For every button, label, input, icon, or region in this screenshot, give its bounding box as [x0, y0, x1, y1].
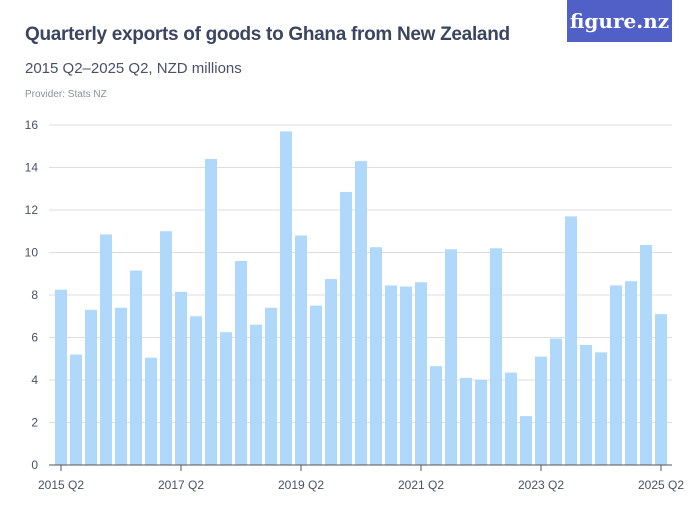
- bar-2017-Q1: [160, 231, 172, 465]
- bar-2023-Q3: [550, 338, 562, 465]
- bar-2022-Q3: [490, 248, 502, 465]
- bar-2021-Q4: [445, 249, 457, 465]
- bar-2020-Q1: [340, 191, 352, 465]
- y-tick-label: 14: [25, 161, 39, 175]
- y-tick-label: 6: [31, 331, 38, 345]
- bar-2021-Q2: [415, 282, 427, 465]
- bar-2018-Q2: [235, 261, 247, 465]
- bar-2023-Q2: [535, 356, 547, 465]
- bar-2020-Q4: [385, 285, 397, 465]
- figure-nz-logo[interactable]: figure.nz: [567, 0, 672, 42]
- bar-2024-Q3: [610, 285, 622, 465]
- bar-2019-Q3: [310, 305, 322, 465]
- bar-2019-Q2: [295, 235, 307, 465]
- bar-2025-Q1: [640, 245, 652, 465]
- chart-subtitle: 2015 Q2–2025 Q2, NZD millions: [25, 60, 242, 77]
- bar-2019-Q1: [280, 131, 292, 465]
- bar-2022-Q2: [475, 380, 487, 465]
- bar-2015-Q2: [55, 289, 67, 465]
- bar-2022-Q1: [460, 377, 472, 465]
- x-tick-label: 2023 Q2: [518, 478, 564, 492]
- bar-2021-Q3: [430, 366, 442, 465]
- x-tick-label: 2015 Q2: [38, 478, 84, 492]
- bar-2016-Q1: [100, 234, 112, 465]
- bar-2023-Q1: [520, 416, 532, 465]
- y-tick-label: 2: [31, 416, 38, 430]
- y-tick-label: 16: [25, 118, 39, 132]
- chart-title: Quarterly exports of goods to Ghana from…: [25, 24, 510, 45]
- bar-2018-Q3: [250, 324, 262, 465]
- bar-2019-Q4: [325, 279, 337, 465]
- bar-2016-Q2: [115, 307, 127, 465]
- bar-2021-Q1: [400, 286, 412, 465]
- provider-text: Provider: Stats NZ: [25, 89, 107, 100]
- bar-2020-Q2: [355, 161, 367, 465]
- bar-2015-Q3: [70, 354, 82, 465]
- y-tick-label: 4: [31, 373, 38, 387]
- bar-2024-Q4: [625, 281, 637, 465]
- bar-2024-Q2: [595, 352, 607, 465]
- y-tick-label: 8: [31, 288, 38, 302]
- bar-2015-Q4: [85, 309, 97, 465]
- bar-2023-Q4: [565, 216, 577, 465]
- bar-2018-Q1: [220, 332, 232, 465]
- bar-2018-Q4: [265, 307, 277, 465]
- bar-2020-Q3: [370, 247, 382, 465]
- bar-2025-Q2: [655, 314, 667, 465]
- bar-2016-Q4: [145, 357, 157, 465]
- bar-2022-Q4: [505, 372, 517, 465]
- bar-2017-Q4: [205, 159, 217, 465]
- x-tick-label: 2019 Q2: [278, 478, 324, 492]
- bar-2017-Q2: [175, 291, 187, 465]
- y-tick-label: 10: [25, 246, 39, 260]
- y-tick-label: 0: [31, 458, 38, 472]
- bar-2016-Q3: [130, 270, 142, 465]
- bar-2024-Q1: [580, 344, 592, 465]
- x-tick-label: 2025 Q2: [638, 478, 684, 492]
- x-tick-label: 2021 Q2: [398, 478, 444, 492]
- bar-2017-Q3: [190, 316, 202, 465]
- y-tick-label: 12: [25, 203, 39, 217]
- x-tick-label: 2017 Q2: [158, 478, 204, 492]
